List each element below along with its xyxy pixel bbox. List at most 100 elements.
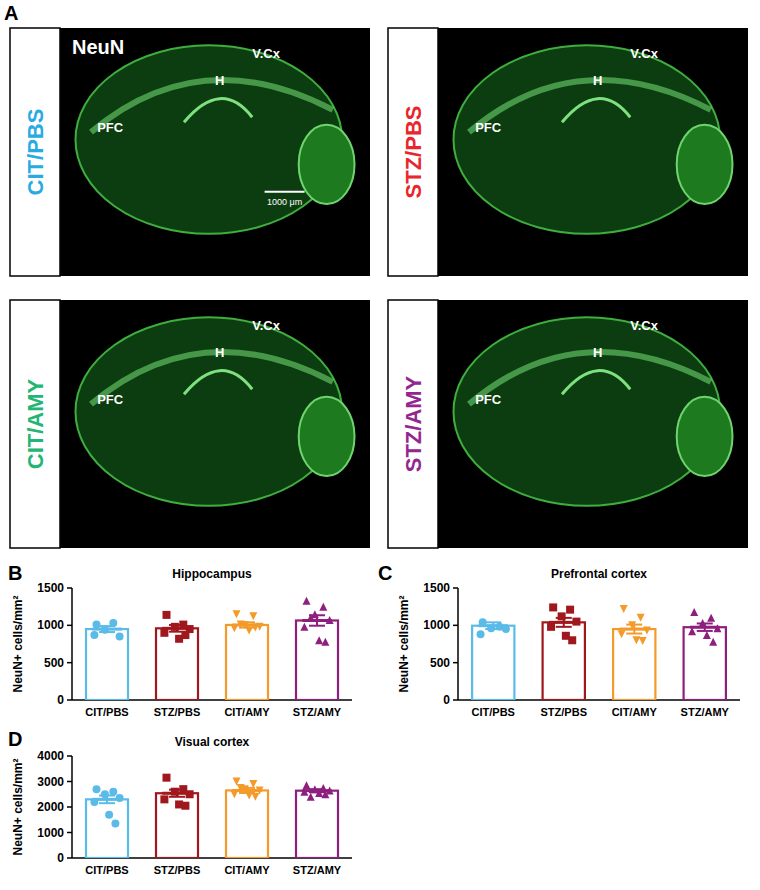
- point: [709, 638, 717, 646]
- point: [181, 631, 189, 639]
- micrograph: [438, 300, 748, 548]
- point: [186, 790, 194, 798]
- cortex-band: [91, 352, 333, 404]
- point: [321, 638, 329, 646]
- chart-title: Hippocampus: [172, 567, 252, 581]
- point: [116, 794, 124, 802]
- region-label: PFC: [97, 392, 124, 407]
- label-strip: [388, 300, 438, 548]
- x-tick-label: CIT/PBS: [85, 706, 128, 718]
- y-tick-label: 1000: [423, 618, 450, 632]
- point: [690, 608, 698, 616]
- x-tick-label: STZ/PBS: [541, 706, 587, 718]
- bar: [296, 620, 338, 700]
- micrograph: [438, 28, 748, 276]
- x-tick-label: STZ/PBS: [154, 864, 200, 876]
- region-label: H: [215, 73, 224, 88]
- error-cap: [626, 633, 642, 635]
- point: [547, 623, 555, 631]
- region-label: V.Cx: [630, 318, 658, 333]
- x-tick-label: STZ/PBS: [154, 706, 200, 718]
- point: [549, 603, 557, 611]
- y-tick-label: 500: [430, 656, 450, 670]
- point: [315, 636, 323, 644]
- group-label: STZ/AMY: [401, 375, 426, 472]
- hippocampus-shape: [562, 371, 630, 395]
- y-tick: [67, 806, 72, 808]
- point: [116, 633, 124, 641]
- point: [707, 614, 715, 622]
- point: [233, 610, 241, 618]
- x-tick-label: CIT/AMY: [224, 706, 270, 718]
- cortex-band: [469, 352, 711, 404]
- region-label: PFC: [475, 392, 502, 407]
- region-label: V.Cx: [252, 46, 280, 61]
- region-label: H: [215, 345, 224, 360]
- point: [315, 789, 323, 797]
- point: [249, 612, 257, 620]
- point: [628, 621, 636, 629]
- bar: [226, 625, 268, 700]
- point: [160, 795, 168, 803]
- brain-outline: [454, 45, 721, 233]
- point: [639, 637, 647, 645]
- group-label: CIT/AMY: [23, 378, 48, 469]
- point: [160, 629, 168, 637]
- region-label: V.Cx: [252, 318, 280, 333]
- brain-outline: [454, 317, 721, 505]
- micrograph: [60, 28, 370, 276]
- point: [568, 636, 576, 644]
- x-tick-label: CIT/AMY: [224, 864, 270, 876]
- chart-title: Visual cortex: [175, 735, 250, 749]
- label-strip: [388, 28, 438, 276]
- y-axis-title: NeuN+ cells/mm²: [397, 595, 411, 692]
- y-axis: [71, 588, 73, 700]
- error-cap: [169, 796, 185, 798]
- point: [713, 624, 721, 632]
- point: [230, 790, 238, 798]
- hippocampus-shape: [562, 99, 630, 123]
- error-cap: [99, 802, 115, 804]
- stain-label: NeuN: [72, 36, 124, 58]
- point: [319, 603, 327, 611]
- panel-letter: B: [8, 562, 22, 584]
- point: [111, 820, 119, 828]
- y-axis-title: NeuN+ cells/mm²: [11, 758, 25, 855]
- point: [109, 788, 117, 796]
- x-tick-label: CIT/PBS: [472, 706, 515, 718]
- panel-letter: D: [8, 728, 22, 750]
- bar: [156, 793, 198, 858]
- bar: [684, 627, 726, 700]
- point: [703, 631, 711, 639]
- y-tick: [453, 625, 458, 627]
- cerebellum-shape: [299, 125, 355, 204]
- point: [181, 802, 189, 810]
- y-tick-label: 3000: [37, 775, 64, 789]
- hippocampus-shape: [184, 371, 252, 395]
- chart: Visual cortexNeuN+ cells/mm²010002000300…: [11, 735, 352, 876]
- marks: [86, 774, 338, 858]
- y-tick-label: 2000: [37, 800, 64, 814]
- y-tick: [67, 587, 72, 589]
- point: [93, 785, 101, 793]
- point: [487, 624, 495, 632]
- y-tick: [453, 662, 458, 664]
- bar: [156, 628, 198, 700]
- cerebellum-shape: [299, 397, 355, 476]
- point: [477, 630, 485, 638]
- cerebellum-shape: [677, 397, 733, 476]
- y-tick: [67, 857, 72, 859]
- chart: Prefrontal cortexNeuN+ cells/mm²05001000…: [397, 567, 740, 718]
- point: [479, 618, 487, 626]
- x-tick-label: STZ/AMY: [293, 864, 342, 876]
- figure: ABCDCIT/PBSPFCHV.CxNeuN1000 μmSTZ/PBSPFC…: [0, 0, 760, 890]
- bar: [226, 790, 268, 858]
- bar: [86, 799, 128, 858]
- x-tick-label: STZ/AMY: [293, 706, 342, 718]
- y-tick: [67, 625, 72, 627]
- chart: HippocampusNeuN+ cells/mm²050010001500CI…: [11, 567, 352, 718]
- bar: [543, 622, 585, 700]
- point: [300, 623, 308, 631]
- panel-letter: C: [378, 562, 392, 584]
- point: [699, 619, 707, 627]
